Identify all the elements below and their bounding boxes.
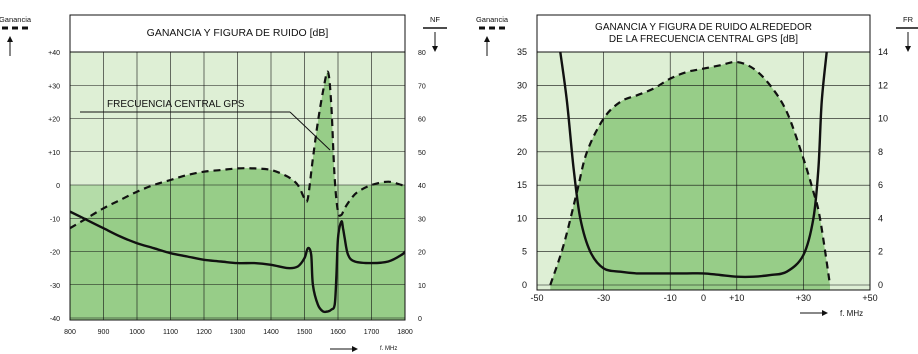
x-tick-label-0: -50 bbox=[530, 293, 543, 303]
x-tick-label-10: 1800 bbox=[397, 329, 413, 336]
chart-frame bbox=[69, 14, 406, 321]
y-right-tick-label-3: 30 bbox=[418, 216, 426, 223]
noise-figure-curve bbox=[70, 210, 405, 314]
gps-annotation-leader bbox=[289, 111, 331, 151]
x-tick-label-0: 800 bbox=[64, 329, 76, 336]
y-right-tick-label-0: 0 bbox=[878, 280, 883, 290]
right-axis-label: NF bbox=[430, 15, 440, 24]
y-left-tick-label-8: +40 bbox=[48, 50, 60, 57]
y-left-tick-label-5: +10 bbox=[48, 150, 60, 157]
y-left-tick-label-6: 30 bbox=[517, 80, 527, 90]
chart-title-line-2: DE LA FRECUENCIA CENTRAL GPS [dB] bbox=[609, 34, 798, 45]
y-right-tick-label-7: 14 bbox=[878, 47, 888, 57]
chart-title: GANANCIA Y FIGURA DE RUIDO [dB] bbox=[147, 27, 329, 39]
x-tick-label-3: 0 bbox=[701, 293, 706, 303]
x-axis-label: f. MHz bbox=[840, 309, 863, 318]
y-left-tick-label-5: 25 bbox=[517, 114, 527, 124]
y-left-tick-label-1: 5 bbox=[522, 247, 527, 257]
x-tick-label-6: 1400 bbox=[263, 329, 279, 336]
nf-legend-arrow-head bbox=[905, 46, 911, 52]
x-tick-label-9: 1700 bbox=[364, 329, 380, 336]
y-right-tick-label-4: 40 bbox=[418, 183, 426, 190]
y-right-tick-label-0: 0 bbox=[418, 316, 422, 323]
y-right-tick-label-8: 80 bbox=[418, 50, 426, 57]
right-axis-label: FR bbox=[903, 15, 914, 24]
x-axis-label: f. MHz bbox=[380, 346, 397, 352]
x-tick-label-5: +30 bbox=[796, 293, 811, 303]
y-right-tick-label-5: 50 bbox=[418, 150, 426, 157]
y-left-tick-label-3: 15 bbox=[517, 180, 527, 190]
y-right-tick-label-2: 4 bbox=[878, 213, 883, 223]
x-tick-label-3: 1100 bbox=[163, 329, 178, 336]
x-tick-label-6: +50 bbox=[862, 293, 877, 303]
x-tick-label-4: 1200 bbox=[196, 329, 212, 336]
gain-curve bbox=[70, 70, 405, 230]
x-tick-label-2: 1000 bbox=[129, 329, 145, 336]
x-axis-arrow-head bbox=[352, 346, 358, 352]
x-tick-label-2: -10 bbox=[664, 293, 677, 303]
chart-1: GANANCIA Y FIGURA DE RUIDO [dB]800 900 100… bbox=[0, 14, 447, 352]
x-tick-label-1: -30 bbox=[597, 293, 610, 303]
y-right-tick-label-2: 20 bbox=[418, 250, 426, 257]
gain-fill-area bbox=[550, 61, 830, 290]
nf-legend-arrow-head bbox=[432, 46, 438, 52]
x-axis-arrow-head bbox=[822, 310, 828, 316]
x-tick-label-8: 1600 bbox=[330, 329, 346, 336]
left-axis-label: Ganancia bbox=[0, 15, 32, 24]
y-left-tick-label-2: 10 bbox=[517, 213, 527, 223]
y-left-tick-label-7: 35 bbox=[517, 47, 527, 57]
gps-annotation-label: FRECUENCIA CENTRAL GPS bbox=[107, 99, 245, 110]
chart-title-line-1: GANANCIA Y FIGURA DE RUIDO ALREDEDOR bbox=[595, 22, 812, 33]
y-right-tick-label-1: 2 bbox=[878, 247, 883, 257]
y-right-tick-label-4: 8 bbox=[878, 147, 883, 157]
y-left-tick-label-4: 20 bbox=[517, 147, 527, 157]
y-left-tick-label-0: 0 bbox=[522, 280, 527, 290]
y-left-tick-label-1: -30 bbox=[50, 283, 60, 290]
y-right-tick-label-7: 70 bbox=[418, 83, 426, 90]
y-right-tick-label-3: 6 bbox=[878, 180, 883, 190]
y-right-tick-label-1: 10 bbox=[418, 283, 426, 290]
y-right-tick-label-5: 10 bbox=[878, 114, 888, 124]
plot-contents bbox=[537, 52, 870, 290]
y-right-tick-label-6: 12 bbox=[878, 80, 888, 90]
y-left-tick-label-6: +20 bbox=[48, 117, 60, 124]
x-tick-label-1: 900 bbox=[98, 329, 110, 336]
left-axis-label: Ganancia bbox=[476, 15, 509, 24]
y-left-tick-label-4: 0 bbox=[56, 183, 60, 190]
noise-figure-curve bbox=[559, 52, 828, 279]
y-right-tick-label-6: 60 bbox=[418, 117, 426, 124]
y-left-tick-label-2: -20 bbox=[50, 250, 60, 257]
gain-legend-arrow-head bbox=[7, 36, 13, 42]
x-tick-label-5: 1300 bbox=[230, 329, 246, 336]
x-tick-label-7: 1500 bbox=[297, 329, 313, 336]
y-left-tick-label-7: +30 bbox=[48, 83, 60, 90]
chart-frame bbox=[536, 14, 871, 291]
y-left-tick-label-0: -40 bbox=[50, 316, 60, 323]
plot-contents bbox=[70, 52, 405, 320]
y-left-tick-label-3: -10 bbox=[50, 216, 60, 223]
gain-curve bbox=[549, 60, 832, 286]
x-tick-label-4: +10 bbox=[729, 293, 744, 303]
gain-legend-arrow-head bbox=[484, 36, 490, 42]
